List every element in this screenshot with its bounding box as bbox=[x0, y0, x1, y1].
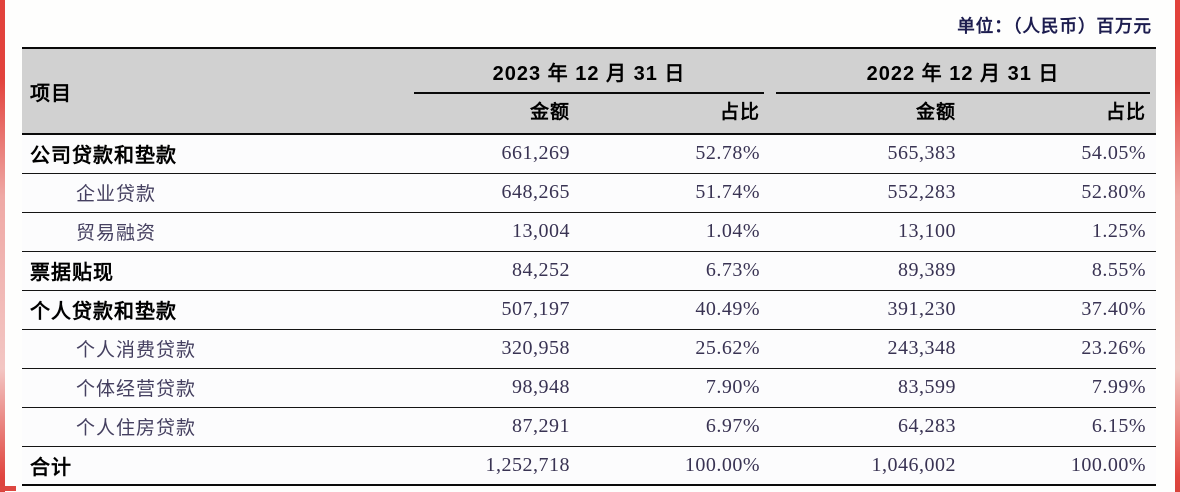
table-row-personal-loans: 个人贷款和垫款 507,197 40.49% 391,230 37.40% bbox=[22, 290, 1156, 329]
amount-2023: 320,958 bbox=[501, 337, 570, 359]
col-group-2023-label: 2023 年 12 月 31 日 bbox=[414, 49, 764, 94]
row-label: 个人住房贷款 bbox=[76, 418, 197, 439]
table-row-personal-consumption-loans: 个人消费贷款 320,958 25.62% 243,348 23.26% bbox=[22, 329, 1156, 368]
amount-2022: 552,283 bbox=[887, 181, 956, 203]
pct-2022: 52.80% bbox=[1081, 181, 1146, 203]
table-row-enterprise-loans: 企业贷款 648,265 51.74% 552,283 52.80% bbox=[22, 173, 1156, 212]
amount-2023: 87,291 bbox=[512, 415, 570, 437]
loan-structure-table: 项目 2023 年 12 月 31 日 2022 年 12 月 31 日 金额 … bbox=[22, 47, 1156, 486]
amount-2022: 243,348 bbox=[887, 337, 956, 359]
col-group-2022: 2022 年 12 月 31 日 bbox=[770, 48, 1156, 94]
header-amount-2022: 金额 bbox=[770, 94, 966, 134]
pct-2023: 6.73% bbox=[705, 259, 760, 281]
table-row-total: 合计 1,252,718 100.00% 1,046,002 100.00% bbox=[22, 446, 1156, 485]
amount-2022: 565,383 bbox=[887, 142, 956, 165]
row-label: 票据贴现 bbox=[30, 262, 114, 284]
pct-2023: 51.74% bbox=[695, 181, 760, 203]
row-label: 合计 bbox=[30, 456, 72, 479]
table-row-individual-business-loans: 个体经营贷款 98,948 7.90% 83,599 7.99% bbox=[22, 368, 1156, 407]
amount-2022: 13,100 bbox=[898, 220, 956, 242]
header-ratio-2023: 占比 bbox=[580, 94, 770, 134]
pct-2022: 54.05% bbox=[1081, 142, 1146, 165]
table-row-trade-finance: 贸易融资 13,004 1.04% 13,100 1.25% bbox=[22, 212, 1156, 251]
col-group-2023: 2023 年 12 月 31 日 bbox=[408, 48, 770, 94]
amount-2023: 661,269 bbox=[501, 142, 570, 165]
amount-2023: 507,197 bbox=[501, 298, 570, 320]
table-row-discounted-bills: 票据贴现 84,252 6.73% 89,389 8.55% bbox=[22, 251, 1156, 290]
amount-2023: 1,252,718 bbox=[485, 453, 570, 476]
amount-2023: 98,948 bbox=[512, 376, 570, 398]
pct-2022: 100.00% bbox=[1070, 453, 1146, 476]
table-row-personal-housing-loans: 个人住房贷款 87,291 6.97% 64,283 6.15% bbox=[22, 407, 1156, 446]
amount-2022: 89,389 bbox=[898, 259, 956, 281]
pct-2023: 7.90% bbox=[705, 376, 760, 398]
pct-2023: 100.00% bbox=[684, 453, 760, 476]
row-label: 个人贷款和垫款 bbox=[30, 301, 177, 323]
col-group-2022-label: 2022 年 12 月 31 日 bbox=[776, 49, 1150, 94]
row-label: 个体经营贷款 bbox=[76, 379, 197, 400]
header-ratio-2022: 占比 bbox=[966, 94, 1156, 134]
amount-2022: 391,230 bbox=[887, 298, 956, 320]
amount-2023: 84,252 bbox=[512, 259, 570, 281]
amount-2022: 1,046,002 bbox=[871, 453, 956, 476]
header-row-years: 项目 2023 年 12 月 31 日 2022 年 12 月 31 日 bbox=[22, 48, 1156, 134]
pct-2022: 6.15% bbox=[1091, 415, 1146, 437]
pct-2023: 6.97% bbox=[705, 415, 760, 437]
header-amount-2023: 金额 bbox=[408, 94, 580, 134]
pct-2023: 40.49% bbox=[695, 298, 760, 320]
amount-2022: 64,283 bbox=[898, 415, 956, 437]
amount-2023: 648,265 bbox=[501, 181, 570, 203]
unit-label: 单位：（人民币）百万元 bbox=[957, 16, 1152, 36]
pct-2023: 1.04% bbox=[705, 220, 760, 242]
pct-2022: 7.99% bbox=[1091, 376, 1146, 398]
header-row-subcolumns: 金额 占比 金额 占比 bbox=[22, 94, 1156, 134]
pct-2022: 1.25% bbox=[1091, 220, 1146, 242]
row-label: 企业贷款 bbox=[76, 184, 157, 205]
pct-2022: 23.26% bbox=[1081, 337, 1146, 359]
row-label: 个人消费贷款 bbox=[76, 340, 197, 361]
pct-2023: 25.62% bbox=[695, 337, 760, 359]
amount-2023: 13,004 bbox=[512, 220, 570, 242]
table-row-corporate-loans: 公司贷款和垫款 661,269 52.78% 565,383 54.05% bbox=[22, 134, 1156, 173]
loan-structure-table-wrap: 项目 2023 年 12 月 31 日 2022 年 12 月 31 日 金额 … bbox=[22, 47, 1156, 486]
pct-2022: 8.55% bbox=[1091, 259, 1146, 281]
row-label: 公司贷款和垫款 bbox=[30, 145, 177, 168]
amount-2022: 83,599 bbox=[898, 376, 956, 398]
pct-2022: 37.40% bbox=[1081, 298, 1146, 320]
pct-2023: 52.78% bbox=[695, 142, 760, 165]
red-right-border bbox=[1175, 0, 1180, 492]
red-left-border bbox=[0, 0, 5, 492]
row-label: 贸易融资 bbox=[76, 223, 157, 244]
item-column-header: 项目 bbox=[22, 48, 408, 134]
red-bottom-corner bbox=[0, 486, 16, 491]
